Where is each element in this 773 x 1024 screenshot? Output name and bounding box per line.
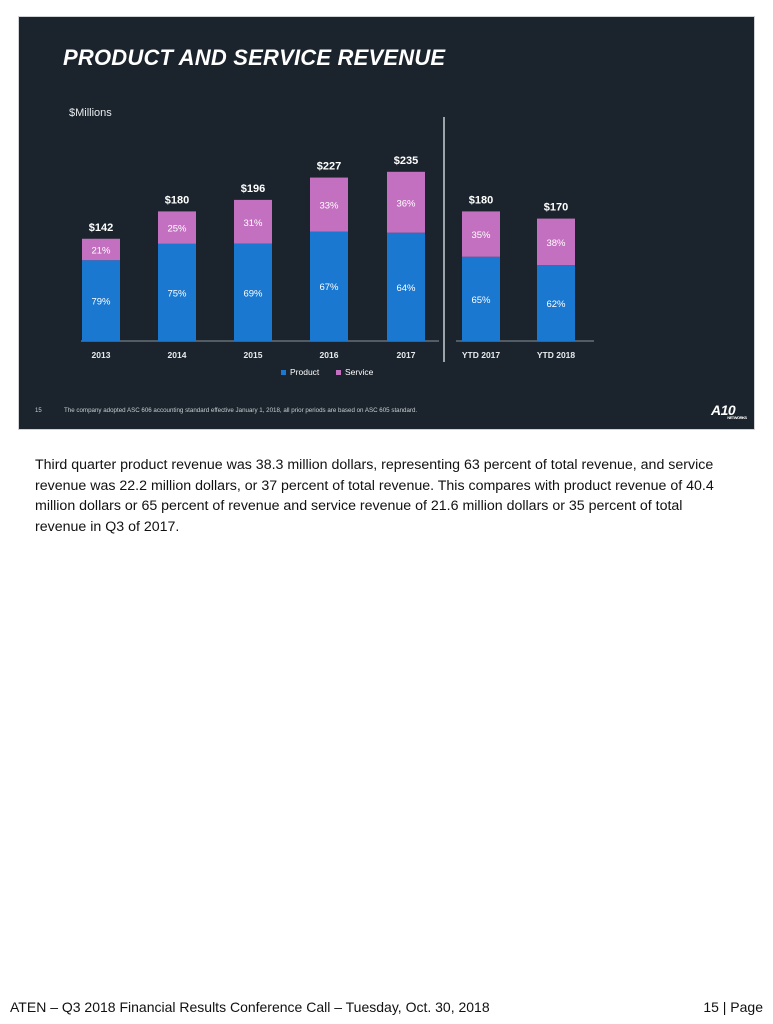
body-paragraph: Third quarter product revenue was 38.3 m…: [35, 457, 714, 535]
total-label: $196: [241, 183, 265, 195]
category-tick-label: 2017: [397, 350, 416, 360]
bar-service: [234, 199, 272, 244]
product-percent-label: 64%: [396, 283, 416, 294]
company-logo: A10NETWORKS: [711, 402, 747, 420]
total-label: $170: [544, 202, 568, 214]
product-percent-label: 62%: [546, 299, 566, 310]
bar-product: [234, 243, 272, 341]
service-percent-label: 36%: [396, 198, 416, 209]
footer-left: ATEN – Q3 2018 Financial Results Confere…: [10, 999, 490, 1015]
service-percent-label: 33%: [319, 201, 339, 212]
legend-label-service: Service: [345, 367, 374, 377]
footnote: The company adopted ASC 606 accounting s…: [64, 407, 418, 414]
logo-subtext: NETWORKS: [727, 415, 747, 420]
service-percent-label: 25%: [167, 224, 187, 235]
bar-product: [158, 243, 196, 341]
product-percent-label: 65%: [471, 295, 491, 306]
product-percent-label: 67%: [319, 282, 339, 293]
total-label: $180: [165, 194, 189, 206]
bar-service: [158, 211, 196, 244]
units-label: $Millions: [69, 107, 112, 119]
slide-number: 15: [35, 408, 42, 414]
category-tick-label: 2016: [320, 350, 339, 360]
logo-text: A10: [711, 402, 736, 418]
revenue-chart: 79% 21% $142 2013 75% 25% $180 2014 69% 31% $196 20…: [81, 117, 594, 377]
product-percent-label: 75%: [167, 288, 187, 299]
total-label: $235: [394, 155, 418, 167]
total-label: $180: [469, 194, 493, 206]
service-percent-label: 31%: [243, 218, 263, 229]
slide: PRODUCT AND SERVICE REVENUE $Millions 79…: [18, 16, 755, 430]
total-label: $142: [89, 222, 113, 234]
footer-page-number: 15 | Page: [703, 999, 763, 1015]
total-label: $227: [317, 161, 341, 173]
product-percent-label: 69%: [243, 288, 263, 299]
bar-product: [462, 256, 500, 341]
bar-product: [82, 260, 120, 341]
legend-swatch-product: [281, 370, 286, 375]
bar-service: [462, 211, 500, 257]
bar-product: [310, 231, 348, 341]
legend-label-product: Product: [290, 367, 320, 377]
category-tick-label: 2015: [244, 350, 263, 360]
category-tick-label: 2014: [168, 350, 187, 360]
bar-service: [310, 177, 348, 232]
service-percent-label: 35%: [471, 230, 491, 241]
service-percent-label: 38%: [546, 238, 566, 249]
bar-product: [387, 232, 425, 341]
category-tick-label: YTD 2017: [462, 350, 501, 360]
legend-swatch-service: [336, 370, 341, 375]
category-tick-label: YTD 2018: [537, 350, 576, 360]
service-percent-label: 21%: [91, 245, 111, 256]
bar-service: [387, 171, 425, 233]
bar-service: [82, 238, 120, 261]
category-tick-label: 2013: [92, 350, 111, 360]
bar-product: [537, 265, 575, 341]
bar-service: [537, 218, 575, 266]
slide-title: PRODUCT AND SERVICE REVENUE: [63, 45, 446, 70]
product-percent-label: 79%: [91, 297, 111, 308]
